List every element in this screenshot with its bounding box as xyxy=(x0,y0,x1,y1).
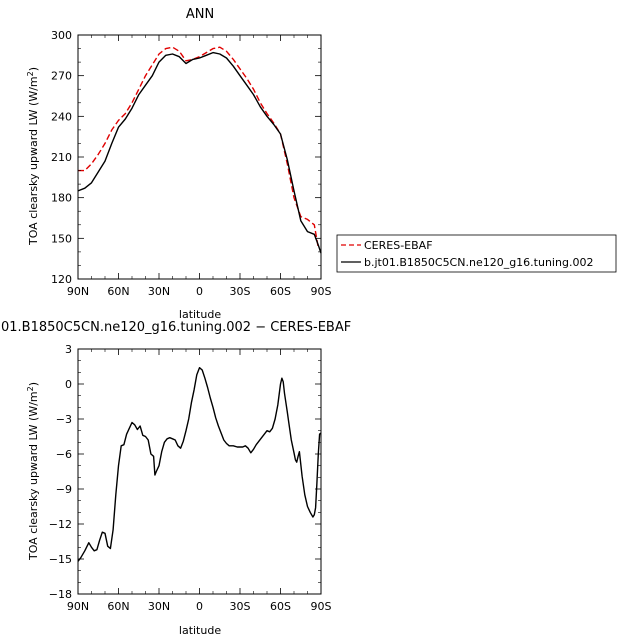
bottom-plot-series xyxy=(77,367,322,562)
bottom-xtick-label: 90S xyxy=(311,600,332,613)
top-plot-frame xyxy=(77,34,322,280)
bottom-y-axis-label-end: ) xyxy=(27,382,40,386)
top-xtick-label: 90S xyxy=(311,285,332,298)
top-x-axis-label: latitude xyxy=(179,308,221,321)
top-y-axis-label-sup: 2 xyxy=(26,71,35,76)
top-ytick-label: 120 xyxy=(51,273,72,286)
top-plot-series xyxy=(77,46,322,254)
top-ytick-label: 240 xyxy=(51,110,72,123)
legend-label-model: b.jt01.B1850C5CN.ne120_g16.tuning.002 xyxy=(364,256,593,269)
bottom-ytick-label: −18 xyxy=(49,588,72,601)
bottom-chart-title: 01.B1850C5CN.ne120_g16.tuning.002 − CERE… xyxy=(1,320,351,335)
top-axis-ticks: 90N 60N 30N 0 30S 60S 90S 120 150 180 210 240 270 300 xyxy=(51,29,332,298)
top-ytick-label: 150 xyxy=(51,232,72,245)
top-series-line-0 xyxy=(78,46,319,248)
top-panel: ANN TOA clearsky upward LW (W/m2) 90N 60N… xyxy=(26,7,617,321)
bottom-xtick-label: 0 xyxy=(196,600,203,613)
bottom-panel: 01.B1850C5CN.ne120_g16.tuning.002 − CERE… xyxy=(1,320,351,637)
bottom-axis-ticks: 90N 60N 30N 0 30S 60S 90S −18 −15 −12 −9 −6 −3 0 3 xyxy=(49,343,332,613)
bottom-ytick-label: 3 xyxy=(65,343,72,356)
top-y-axis-label-main: TOA clearsky upward LW (W/m xyxy=(27,76,40,246)
bottom-xtick-label: 60S xyxy=(270,600,291,613)
bottom-y-axis-label-sup: 2 xyxy=(26,386,35,391)
top-chart-title: ANN xyxy=(186,7,214,22)
bottom-ytick-label: −9 xyxy=(56,483,72,496)
bottom-x-axis-label: latitude xyxy=(179,624,221,637)
top-ytick-label: 270 xyxy=(51,70,72,83)
bottom-series-line-0 xyxy=(77,367,322,562)
bottom-xtick-label: 60N xyxy=(107,600,129,613)
bottom-xtick-label: 90N xyxy=(67,600,89,613)
bottom-xtick-label: 30S xyxy=(230,600,251,613)
top-xtick-label: 60N xyxy=(107,285,129,298)
top-y-axis-label-end: ) xyxy=(27,67,40,71)
legend: CERES-EBAF b.jt01.B1850C5CN.ne120_g16.tu… xyxy=(336,234,617,273)
bottom-y-axis-label-main: TOA clearsky upward LW (W/m xyxy=(27,391,40,561)
top-xtick-label: 60S xyxy=(270,285,291,298)
bottom-ytick-label: 0 xyxy=(65,378,72,391)
top-ytick-label: 180 xyxy=(51,192,72,205)
top-ytick-label: 300 xyxy=(51,29,72,42)
top-xtick-label: 30N xyxy=(148,285,170,298)
legend-box xyxy=(336,234,617,273)
bottom-ytick-label: −6 xyxy=(56,448,72,461)
top-xtick-label: 30S xyxy=(230,285,251,298)
top-y-axis-label: TOA clearsky upward LW (W/m2) xyxy=(26,67,40,246)
top-xtick-label: 0 xyxy=(196,285,203,298)
top-series-line-1 xyxy=(77,51,322,254)
legend-label-ceres: CERES-EBAF xyxy=(364,239,433,252)
bottom-xtick-label: 30N xyxy=(148,600,170,613)
bottom-ytick-label: −15 xyxy=(49,553,72,566)
top-ytick-label: 210 xyxy=(51,151,72,164)
bottom-ytick-label: −12 xyxy=(49,518,72,531)
bottom-plot-frame xyxy=(77,348,322,595)
bottom-ytick-label: −3 xyxy=(56,413,72,426)
top-xtick-label: 90N xyxy=(67,285,89,298)
bottom-y-axis-label: TOA clearsky upward LW (W/m2) xyxy=(26,382,40,561)
